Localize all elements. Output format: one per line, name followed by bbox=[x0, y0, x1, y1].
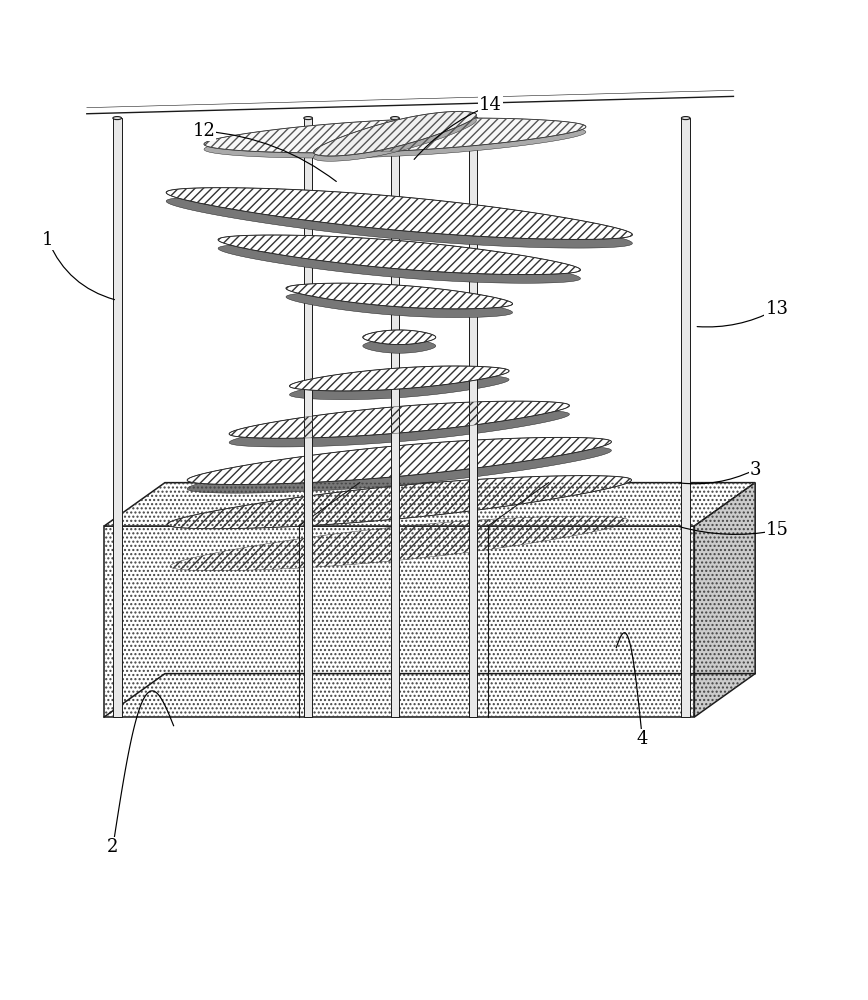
Text: 3: 3 bbox=[749, 461, 761, 479]
Polygon shape bbox=[168, 476, 632, 529]
Text: 14: 14 bbox=[479, 96, 502, 114]
Polygon shape bbox=[290, 375, 509, 400]
Polygon shape bbox=[286, 292, 513, 318]
Polygon shape bbox=[204, 118, 586, 153]
Ellipse shape bbox=[469, 117, 477, 120]
Polygon shape bbox=[229, 410, 569, 447]
Ellipse shape bbox=[304, 117, 312, 120]
Bar bbox=[304, 118, 312, 717]
Ellipse shape bbox=[681, 117, 690, 120]
Text: 15: 15 bbox=[766, 521, 788, 539]
Polygon shape bbox=[313, 117, 477, 161]
Text: 2: 2 bbox=[107, 838, 119, 856]
Polygon shape bbox=[187, 437, 611, 484]
Polygon shape bbox=[286, 283, 513, 309]
Polygon shape bbox=[218, 235, 581, 275]
Polygon shape bbox=[104, 526, 694, 717]
Polygon shape bbox=[694, 483, 755, 717]
Polygon shape bbox=[187, 446, 611, 493]
Polygon shape bbox=[363, 330, 436, 345]
Polygon shape bbox=[104, 483, 755, 526]
Polygon shape bbox=[363, 339, 436, 353]
Bar bbox=[681, 118, 690, 717]
Bar bbox=[469, 118, 477, 717]
Polygon shape bbox=[229, 401, 569, 438]
Polygon shape bbox=[313, 111, 477, 156]
Bar bbox=[391, 118, 399, 717]
Polygon shape bbox=[218, 244, 581, 283]
Polygon shape bbox=[166, 188, 633, 239]
Text: 13: 13 bbox=[766, 300, 788, 318]
Polygon shape bbox=[170, 525, 628, 579]
Bar bbox=[113, 118, 122, 717]
Text: 4: 4 bbox=[636, 730, 648, 748]
Polygon shape bbox=[166, 196, 633, 248]
Polygon shape bbox=[168, 484, 632, 537]
Polygon shape bbox=[290, 366, 509, 391]
Polygon shape bbox=[204, 123, 586, 158]
Ellipse shape bbox=[113, 117, 122, 120]
Text: 12: 12 bbox=[193, 122, 215, 140]
Polygon shape bbox=[170, 516, 628, 571]
Text: 1: 1 bbox=[42, 231, 54, 249]
Ellipse shape bbox=[391, 117, 399, 120]
